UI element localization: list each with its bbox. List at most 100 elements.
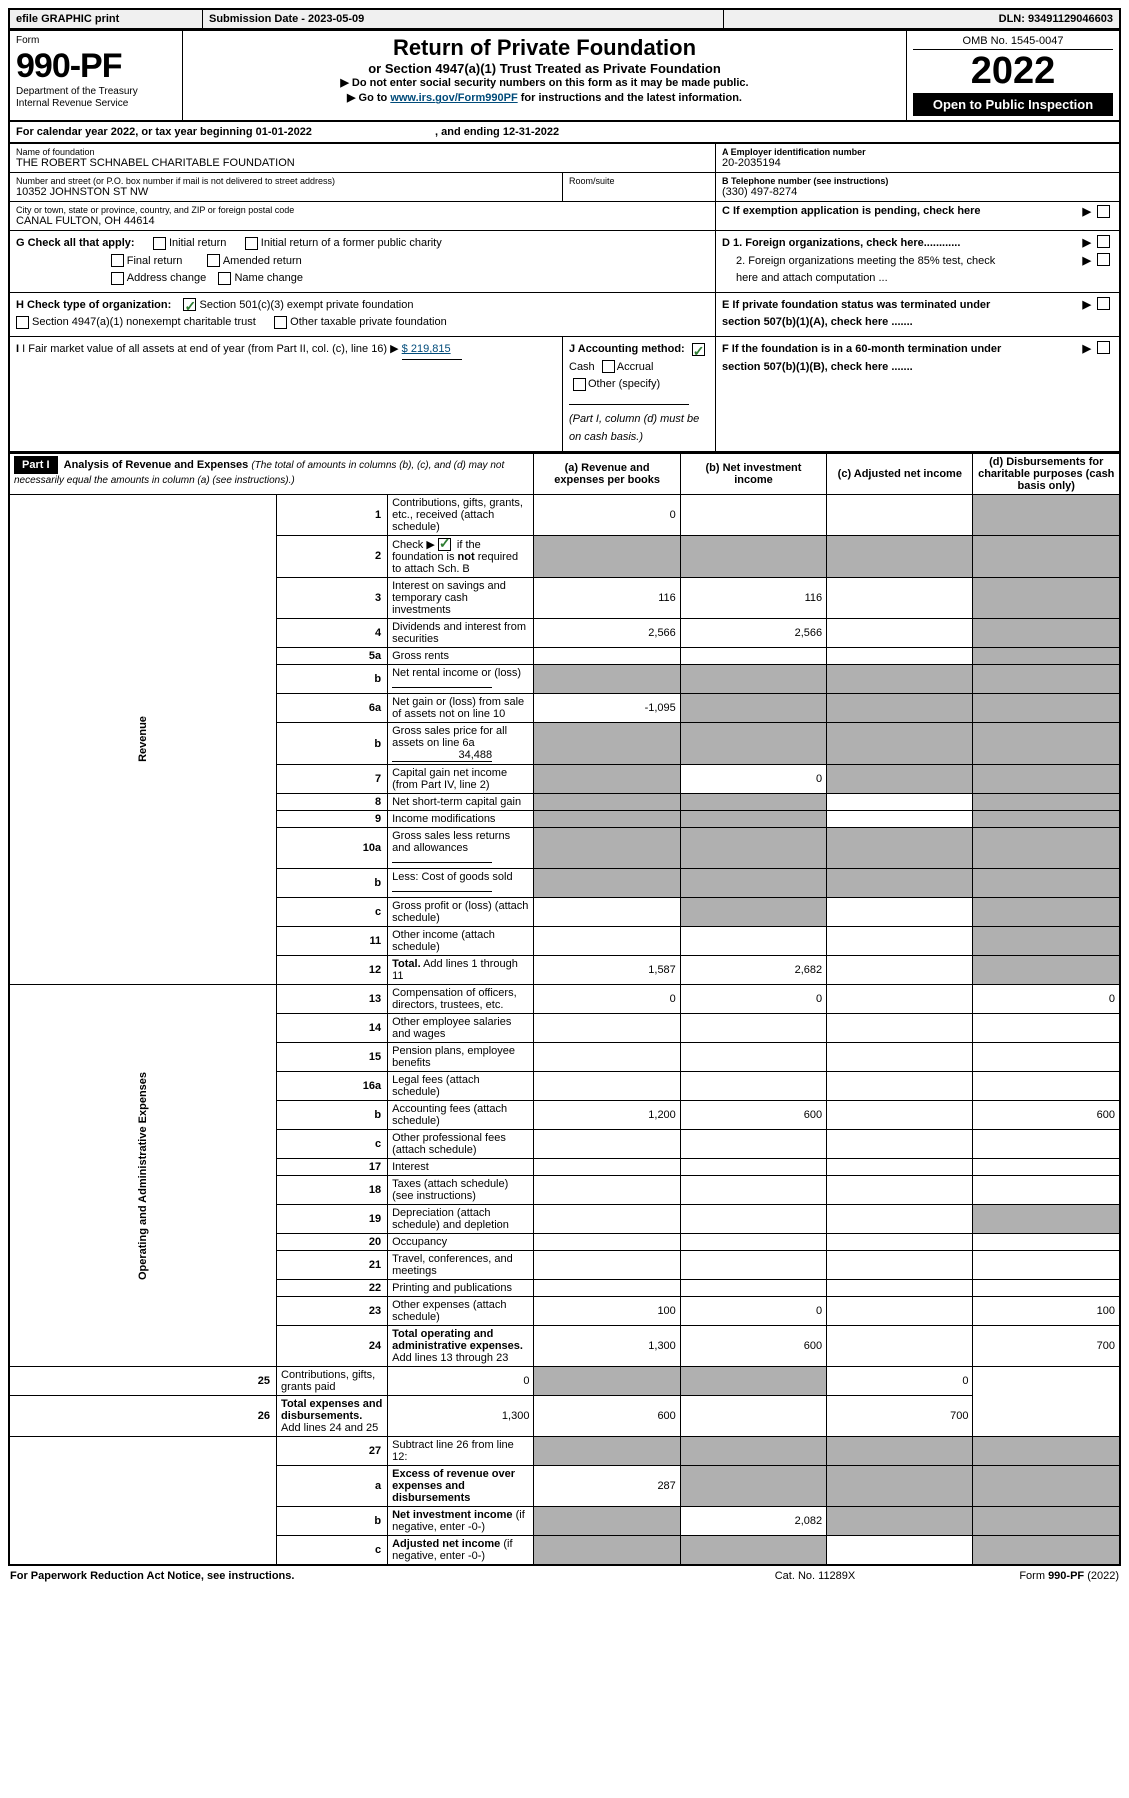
d2-label: 2. Foreign organizations meeting the 85%… <box>722 253 1016 288</box>
e-checkbox[interactable] <box>1097 297 1110 310</box>
row-label: Subtract line 26 from line 12: <box>388 1437 534 1466</box>
g-initial-former-cb[interactable] <box>245 237 258 250</box>
instr-2: ▶ Go to www.irs.gov/Form990PF for instru… <box>189 91 900 106</box>
footer-left: For Paperwork Reduction Act Notice, see … <box>8 1568 713 1584</box>
row-num: 11 <box>277 927 388 956</box>
amt-b <box>680 1130 826 1159</box>
row-label: Other expenses (attach schedule) <box>388 1297 534 1326</box>
g-amended: Amended return <box>223 255 302 267</box>
amt-c <box>827 1014 973 1043</box>
amt-b: 2,082 <box>680 1507 826 1536</box>
submission-date: Submission Date - 2023-05-09 <box>203 9 724 29</box>
amt-a: 100 <box>534 1297 680 1326</box>
d1-label: D 1. Foreign organizations, check here..… <box>722 237 960 249</box>
amt-b: 0 <box>680 765 826 794</box>
irs-link[interactable]: www.irs.gov/Form990PF <box>390 92 517 104</box>
amt-a <box>534 1014 680 1043</box>
amt-c <box>827 1536 973 1566</box>
amt-a: 0 <box>534 494 680 535</box>
amt-b: 600 <box>534 1396 680 1437</box>
city: CANAL FULTON, OH 44614 <box>16 215 709 227</box>
amt-a: -1,095 <box>534 694 680 723</box>
efile-label[interactable]: efile GRAPHIC print <box>9 9 203 29</box>
row-label: Less: Cost of goods sold <box>388 869 534 898</box>
amt-a <box>534 1536 680 1566</box>
row-label: Net rental income or (loss) <box>388 665 534 694</box>
form-word: Form <box>16 35 176 47</box>
j-accrual-cb[interactable] <box>602 360 615 373</box>
c-label: C If exemption application is pending, c… <box>722 205 981 217</box>
g-initial-cb[interactable] <box>153 237 166 250</box>
amt-d <box>973 765 1120 794</box>
f-checkbox[interactable] <box>1097 341 1110 354</box>
col-c-header: (c) Adjusted net income <box>827 453 973 495</box>
amt-d <box>973 1280 1120 1297</box>
h-other-cb[interactable] <box>274 316 287 329</box>
amt-a: 2,566 <box>534 619 680 648</box>
amt-b <box>680 1072 826 1101</box>
row-num: 12 <box>277 956 388 985</box>
row-label: Other professional fees (attach schedule… <box>388 1130 534 1159</box>
phone-label: B Telephone number (see instructions) <box>722 176 1113 186</box>
g-address: Address change <box>127 272 207 284</box>
row-r25: 25Contributions, gifts, grants paid00 <box>9 1367 1120 1396</box>
d2-checkbox[interactable] <box>1097 253 1110 266</box>
row-label: Income modifications <box>388 811 534 828</box>
form-number: 990-PF <box>16 47 176 86</box>
amt-c <box>827 1297 973 1326</box>
h-4947-cb[interactable] <box>16 316 29 329</box>
amt-a <box>534 665 680 694</box>
d1-checkbox[interactable] <box>1097 235 1110 248</box>
amt-b <box>534 1367 680 1396</box>
amt-d <box>973 1251 1120 1280</box>
schb-checkbox[interactable] <box>438 538 451 551</box>
row-label: Travel, conferences, and meetings <box>388 1251 534 1280</box>
g-name-cb[interactable] <box>218 272 231 285</box>
foundation-name: THE ROBERT SCHNABEL CHARITABLE FOUNDATIO… <box>16 157 709 169</box>
i-text: I Fair market value of all assets at end… <box>22 343 398 355</box>
amt-c <box>680 1396 826 1437</box>
row-label: Gross sales price for all assets on line… <box>388 723 534 765</box>
row-num: b <box>277 723 388 765</box>
footer-mid: Cat. No. 11289X <box>713 1568 917 1584</box>
g-address-cb[interactable] <box>111 272 124 285</box>
i-value[interactable]: $ 219,815 <box>402 341 462 360</box>
amt-a <box>534 898 680 927</box>
amt-b: 600 <box>680 1326 826 1367</box>
j-other-cb[interactable] <box>573 378 586 391</box>
amt-d: 100 <box>973 1297 1120 1326</box>
name-label: Name of foundation <box>16 147 709 157</box>
amt-a: 1,300 <box>388 1396 534 1437</box>
omb-number: OMB No. 1545-0047 <box>913 35 1113 50</box>
amt-b <box>680 828 826 869</box>
amt-b <box>680 1014 826 1043</box>
amt-a <box>534 811 680 828</box>
amt-d <box>973 956 1120 985</box>
g-amended-cb[interactable] <box>207 254 220 267</box>
row-label: Capital gain net income (from Part IV, l… <box>388 765 534 794</box>
amt-c <box>827 1234 973 1251</box>
g-label: G Check all that apply: <box>16 237 135 249</box>
amt-d <box>973 1176 1120 1205</box>
g-final-cb[interactable] <box>111 254 124 267</box>
expenses-label: Operating and Administrative Expenses <box>137 1047 149 1305</box>
amt-c <box>827 665 973 694</box>
row-label: Total. Add lines 1 through 11 <box>388 956 534 985</box>
dept-treasury: Department of the Treasury Internal Reve… <box>16 86 176 110</box>
amt-a: 1,300 <box>534 1326 680 1367</box>
amt-d <box>973 694 1120 723</box>
row-num: 17 <box>277 1159 388 1176</box>
amt-d <box>973 648 1120 665</box>
ein-label: A Employer identification number <box>722 147 1113 157</box>
h-501c3-cb[interactable] <box>183 298 196 311</box>
j-cash-cb[interactable] <box>692 343 705 356</box>
amt-a <box>534 794 680 811</box>
amt-b <box>680 1437 826 1466</box>
amt-c <box>827 619 973 648</box>
row-r26: 26Total expenses and disbursements. Add … <box>9 1396 1120 1437</box>
amt-d: 600 <box>973 1101 1120 1130</box>
c-checkbox[interactable] <box>1097 205 1110 218</box>
row-num: 18 <box>277 1176 388 1205</box>
amt-d <box>973 494 1120 535</box>
row-label: Total expenses and disbursements. Add li… <box>277 1396 388 1437</box>
